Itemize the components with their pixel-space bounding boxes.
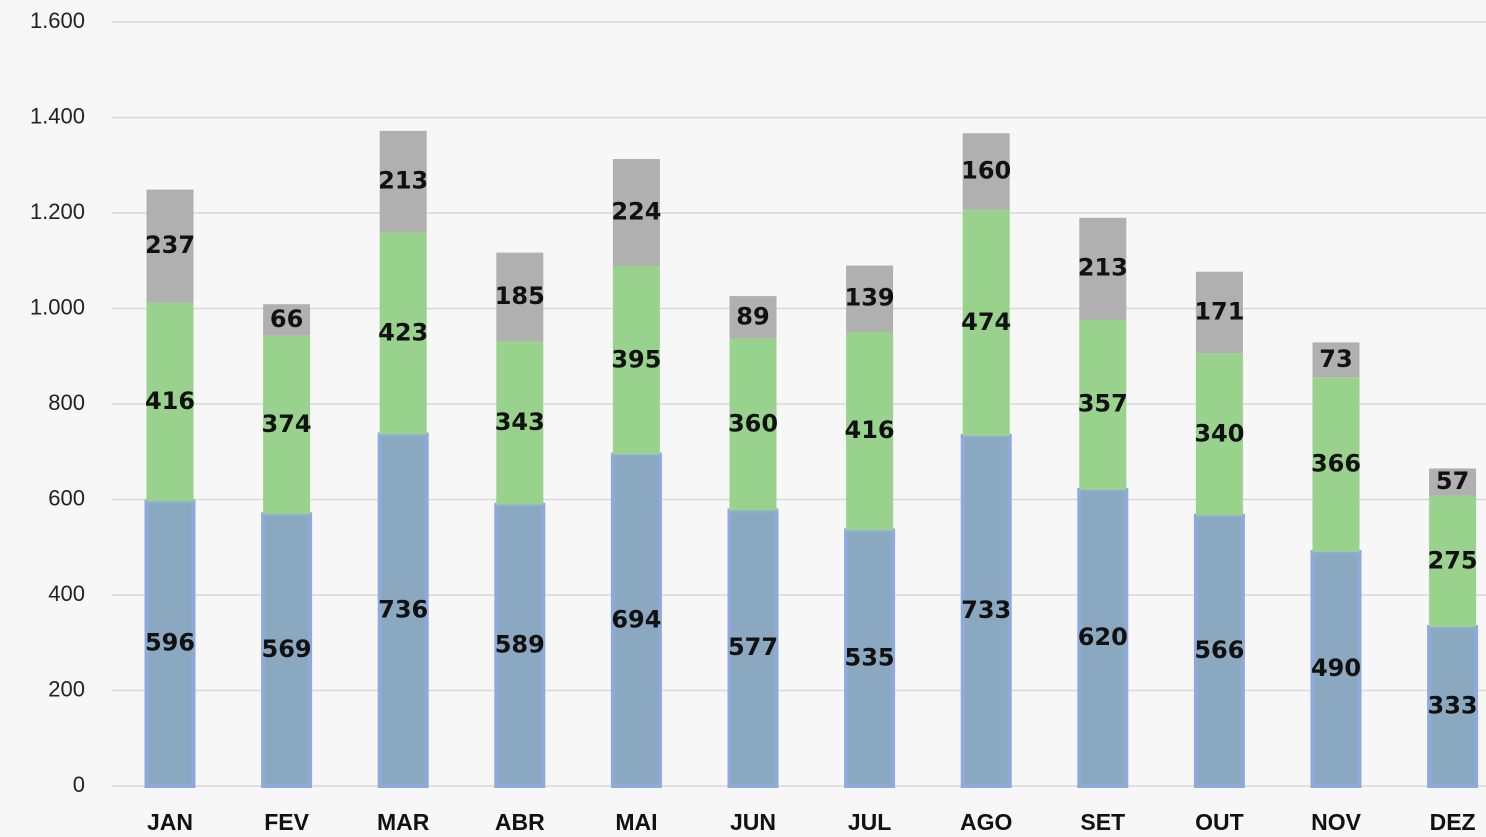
data-label: 185 — [495, 282, 545, 310]
data-label: 490 — [1311, 654, 1361, 682]
bar-segment — [1195, 271, 1243, 354]
x-tick-label: DEZ — [1430, 809, 1476, 835]
bar-segment — [612, 159, 660, 267]
y-tick-label: 400 — [48, 581, 85, 606]
x-tick-label: JUN — [730, 809, 776, 835]
x-tick-label: JAN — [147, 809, 193, 835]
data-label: 57 — [1436, 467, 1469, 495]
bar-segment — [146, 189, 194, 303]
y-tick-label: 1.200 — [30, 199, 85, 224]
bar-segment — [729, 338, 777, 511]
data-label: 340 — [1194, 420, 1244, 448]
y-tick-label: 200 — [48, 676, 85, 701]
x-tick-label: AGO — [960, 809, 1012, 835]
bar-segment — [962, 209, 1010, 436]
data-label: 357 — [1078, 390, 1128, 418]
data-label: 736 — [378, 595, 428, 623]
bar-segment — [144, 499, 196, 788]
data-label: 416 — [845, 416, 895, 444]
data-label: 139 — [845, 284, 895, 312]
bar-segment — [729, 296, 777, 339]
data-label: 89 — [736, 302, 769, 330]
bar-segment — [496, 252, 544, 341]
data-label: 733 — [961, 596, 1011, 624]
bar-segment — [846, 265, 894, 332]
data-label: 620 — [1078, 623, 1128, 651]
data-label: 577 — [728, 633, 778, 661]
bar-segment — [610, 452, 662, 788]
data-label: 275 — [1428, 546, 1478, 574]
data-label: 416 — [145, 387, 195, 415]
data-label: 333 — [1428, 691, 1478, 719]
bar-segment — [1195, 353, 1243, 516]
data-label: 66 — [270, 305, 303, 333]
y-tick-label: 0 — [73, 772, 85, 797]
data-label: 589 — [495, 630, 545, 658]
data-label: 694 — [611, 605, 661, 633]
data-label: 171 — [1194, 298, 1244, 326]
x-tick-label: ABR — [495, 809, 545, 835]
data-label: 374 — [262, 410, 312, 438]
bar-segment — [1312, 377, 1360, 553]
data-label: 366 — [1311, 450, 1361, 478]
bar-segment — [496, 340, 544, 505]
data-label: 566 — [1194, 636, 1244, 664]
bar-segment — [612, 266, 660, 455]
bar-segment — [1079, 217, 1127, 320]
bar-segment — [727, 508, 779, 788]
x-tick-label: NOV — [1311, 809, 1362, 835]
data-label: 224 — [611, 198, 661, 226]
data-label: 395 — [611, 345, 661, 373]
data-label: 423 — [378, 319, 428, 347]
bar-segment — [846, 331, 894, 531]
bar-segment — [962, 133, 1010, 210]
y-tick-label: 800 — [48, 390, 85, 415]
data-label: 474 — [961, 308, 1011, 336]
bar-segment — [1077, 487, 1129, 788]
data-label: 73 — [1319, 345, 1352, 373]
bar-segment — [379, 130, 427, 233]
data-label: 343 — [495, 408, 545, 436]
y-tick-label: 1.400 — [30, 103, 85, 128]
bar-segment — [379, 232, 427, 435]
x-tick-label: MAI — [615, 809, 657, 835]
bar-segment — [263, 335, 311, 515]
data-label: 535 — [845, 643, 895, 671]
bar-segment — [263, 304, 311, 336]
bar-segment — [1429, 468, 1477, 496]
x-tick-label: FEV — [264, 809, 309, 835]
x-tick-label: JUL — [848, 809, 891, 835]
y-tick-label: 1.000 — [30, 294, 85, 319]
data-label: 360 — [728, 410, 778, 438]
x-tick-label: MAR — [377, 809, 430, 835]
y-tick-label: 600 — [48, 485, 85, 510]
bar-segment — [1312, 342, 1360, 378]
bar-segment — [1079, 319, 1127, 490]
data-label: 213 — [378, 167, 428, 195]
bar-segment — [146, 302, 194, 502]
data-label: 213 — [1078, 254, 1128, 282]
y-tick-label: 1.600 — [30, 8, 85, 33]
data-label: 596 — [145, 629, 195, 657]
data-label: 237 — [145, 231, 195, 259]
x-tick-label: SET — [1080, 809, 1125, 835]
bar-segment — [1429, 495, 1477, 627]
data-label: 569 — [262, 635, 312, 663]
x-tick-label: OUT — [1195, 809, 1244, 835]
data-label: 160 — [961, 156, 1011, 184]
